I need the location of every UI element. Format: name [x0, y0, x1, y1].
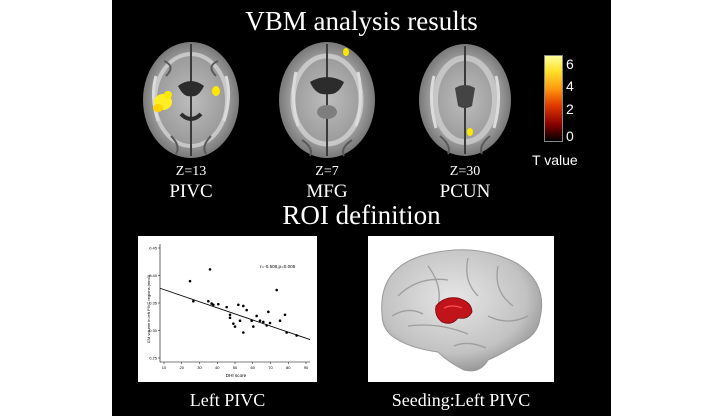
- trend-line: [159, 287, 311, 341]
- colorbar-tick-4: 4: [566, 78, 574, 94]
- data-point: [188, 279, 192, 283]
- activation-blob: [343, 48, 349, 56]
- z-label-1: Z=13: [175, 164, 207, 179]
- y-tick-label: 0.45: [149, 246, 158, 251]
- colorbar-tick-6: 6: [566, 56, 574, 72]
- data-point: [225, 305, 228, 309]
- data-point: [250, 319, 253, 322]
- data-point: [242, 304, 245, 308]
- data-point: [252, 325, 255, 328]
- data-point: [192, 299, 195, 303]
- data-point: [262, 320, 265, 324]
- scatter-plot: 10 20 30 40 50 60 70 80 90 0.45 0.40 0.35 0.30 0.25 r…: [146, 244, 311, 378]
- region-label-1: PIVC: [169, 181, 213, 202]
- z-label-2: Z=7: [315, 164, 339, 179]
- brain-axial-image-1: [143, 42, 239, 158]
- z-label-3: Z=30: [449, 164, 481, 179]
- data-point: [233, 325, 237, 328]
- data-point: [238, 319, 242, 322]
- data-point: [242, 331, 245, 334]
- colorbar-tick-2: 2: [566, 101, 574, 117]
- data-point: [245, 308, 248, 312]
- correlation-annotation: r=-0.508,p=0.005: [260, 264, 296, 269]
- data-point: [285, 331, 288, 334]
- data-point: [217, 302, 220, 306]
- data-point: [278, 319, 282, 322]
- roi-seed-region: [435, 297, 473, 324]
- x-axis-label: DHI score: [226, 373, 247, 378]
- x-tick-label: 30: [197, 365, 202, 370]
- data-point: [295, 334, 298, 337]
- y-tick-label: 0.40: [149, 273, 158, 278]
- y-tick-label: 0.30: [149, 328, 158, 333]
- roi-left-caption: Left PIVC: [189, 390, 266, 410]
- brain-axial-image-3: [419, 44, 511, 156]
- x-tick-label: 20: [180, 365, 185, 370]
- colorbar-tick-0: 0: [566, 128, 574, 144]
- roi-right-caption: Seeding:Left PIVC: [391, 390, 531, 410]
- figure-panel: VBM analysis results: [112, 0, 611, 416]
- axial-slice-pcun: [410, 36, 520, 164]
- brain-3d-render: [381, 249, 543, 372]
- data-point: [232, 322, 235, 325]
- data-point: [208, 268, 212, 271]
- y-axis-label: GM volume in left PIVC regions (mm3): [146, 274, 151, 343]
- vbm-title: VBM analysis results: [245, 6, 478, 36]
- x-tick-label: 10: [162, 365, 167, 370]
- data-point: [237, 303, 240, 307]
- data-point: [207, 299, 210, 303]
- data-point: [228, 316, 232, 320]
- x-tick-label: 50: [233, 365, 238, 370]
- data-point: [258, 319, 262, 322]
- data-point: [212, 303, 215, 307]
- colorbar-label: T value: [532, 152, 578, 168]
- x-tick-label: 60: [251, 365, 256, 370]
- region-label-3: PCUN: [439, 181, 491, 202]
- region-label-2: MFG: [306, 181, 348, 202]
- x-tick-label: 70: [268, 365, 273, 370]
- data-point: [255, 314, 258, 318]
- y-tick-label: 0.35: [149, 301, 158, 306]
- data-point: [275, 288, 278, 292]
- axial-slice-pivc: [136, 36, 246, 164]
- colorbar: [544, 55, 563, 142]
- data-point: [267, 310, 270, 314]
- brain-3d-render-panel: [368, 236, 554, 382]
- roi-title: ROI definition: [282, 200, 441, 230]
- x-tick-label: 80: [286, 365, 291, 370]
- scatter-plot-panel: 10 20 30 40 50 60 70 80 90 0.45 0.40 0.35 0.30 0.25 r…: [138, 236, 317, 382]
- data-point: [283, 313, 287, 317]
- data-point: [228, 313, 232, 317]
- activation-blob: [467, 128, 473, 136]
- data-point: [265, 324, 268, 327]
- x-tick-label: 90: [304, 365, 309, 370]
- y-tick-label: 0.25: [149, 356, 158, 361]
- data-point: [268, 321, 272, 325]
- axial-slice-mfg: [272, 36, 382, 164]
- x-tick-label: 40: [215, 365, 220, 370]
- brain-axial-image-2: [279, 42, 375, 158]
